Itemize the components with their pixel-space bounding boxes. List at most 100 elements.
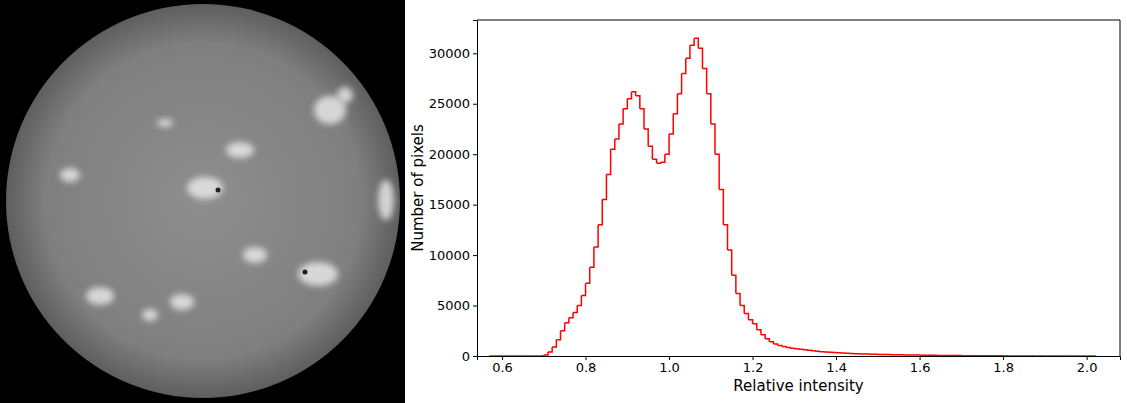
histogram-step	[627, 92, 631, 99]
tick-label: 5000	[437, 298, 470, 313]
histogram-step	[1003, 355, 1007, 356]
histogram-step	[982, 355, 986, 356]
histogram-step	[1024, 355, 1028, 356]
histogram-step	[623, 99, 627, 109]
histogram-step	[673, 94, 677, 114]
histogram-step	[1087, 355, 1091, 356]
plage	[378, 180, 394, 220]
histogram-step	[611, 139, 615, 149]
tick-mark	[473, 53, 477, 54]
histogram-step	[690, 38, 694, 45]
histogram-step	[761, 335, 765, 339]
y-axis: 050001000015000200002500030000	[429, 21, 478, 364]
histogram-step	[606, 149, 610, 174]
tick: 2.0	[1077, 356, 1098, 375]
histogram-step	[907, 354, 911, 356]
histogram-step	[640, 109, 644, 129]
histogram-step	[1078, 355, 1082, 356]
histogram-step	[531, 355, 535, 356]
histogram-step	[991, 355, 995, 356]
histogram-step	[861, 353, 865, 355]
histogram-step	[586, 267, 590, 283]
tick: 1.8	[993, 356, 1014, 375]
histogram-step	[494, 355, 498, 356]
histogram-step	[865, 353, 869, 355]
tick-mark	[473, 154, 477, 155]
histogram-step	[669, 114, 673, 134]
histogram-step	[498, 355, 502, 356]
histogram-step	[515, 355, 519, 356]
histogram-step	[966, 355, 970, 356]
histogram-step	[824, 351, 828, 353]
histogram-step	[957, 355, 961, 356]
histogram-step	[869, 353, 873, 355]
histogram-step	[665, 134, 669, 154]
histogram-step	[945, 355, 949, 356]
tick-label: 1.8	[993, 360, 1014, 375]
histogram-step	[995, 355, 999, 356]
histogram-step	[573, 306, 577, 313]
plage	[170, 294, 194, 310]
histogram-step	[615, 124, 619, 139]
histogram-step	[853, 353, 857, 355]
plage	[60, 168, 80, 182]
image-background	[0, 0, 405, 403]
histogram-step	[602, 174, 606, 199]
histogram-step	[970, 355, 974, 356]
plage	[86, 287, 114, 305]
histogram-step	[782, 346, 786, 347]
histogram-step	[694, 38, 698, 48]
tick-label: 0.6	[492, 360, 513, 375]
histogram-step	[949, 355, 953, 356]
histogram-step	[936, 355, 940, 356]
histogram-step	[878, 354, 882, 356]
frame-top	[477, 20, 1120, 21]
histogram-step	[778, 345, 782, 346]
histogram-step	[657, 162, 661, 163]
tick: 0.8	[576, 356, 597, 375]
histogram-step	[799, 349, 803, 351]
histogram-step	[707, 94, 711, 124]
histogram-step	[661, 154, 665, 162]
histogram-step	[1053, 355, 1057, 356]
histogram-step	[999, 355, 1003, 356]
histogram-step	[924, 354, 928, 356]
histogram-step	[698, 48, 702, 68]
histogram-step	[1045, 355, 1049, 356]
tick-mark	[473, 205, 477, 206]
histogram-step	[1041, 355, 1045, 356]
plage	[337, 87, 353, 103]
histogram-step	[836, 352, 840, 354]
histogram-step	[719, 190, 723, 225]
histogram-step	[911, 354, 915, 356]
histogram-step	[702, 68, 706, 93]
histogram-step	[544, 352, 548, 355]
histogram-step	[581, 283, 585, 295]
histogram-step	[974, 355, 978, 356]
histogram-step	[849, 353, 853, 355]
tick: 15000	[429, 197, 477, 212]
histogram-step	[686, 45, 690, 58]
histogram-step	[535, 355, 539, 356]
histogram-step	[819, 351, 823, 353]
histogram-step	[490, 355, 494, 356]
histogram-step	[753, 324, 757, 330]
histogram-step	[1074, 355, 1078, 356]
histogram-step	[1091, 355, 1095, 356]
histogram-step	[1016, 355, 1020, 356]
histogram-step	[556, 331, 560, 340]
tick-label: 20000	[429, 147, 470, 162]
histogram-step	[1082, 355, 1086, 356]
histogram-step	[1062, 355, 1066, 356]
histogram-step	[886, 354, 890, 356]
histogram-step	[1057, 355, 1061, 356]
histogram-step	[1007, 355, 1011, 356]
plage	[187, 177, 223, 199]
histogram-step	[790, 347, 794, 349]
histogram-step	[769, 342, 773, 344]
histogram-step	[928, 355, 932, 356]
histogram-step	[540, 355, 544, 356]
tick-mark	[473, 306, 477, 307]
tick: 1.4	[826, 356, 847, 375]
histogram-step	[1066, 355, 1070, 356]
